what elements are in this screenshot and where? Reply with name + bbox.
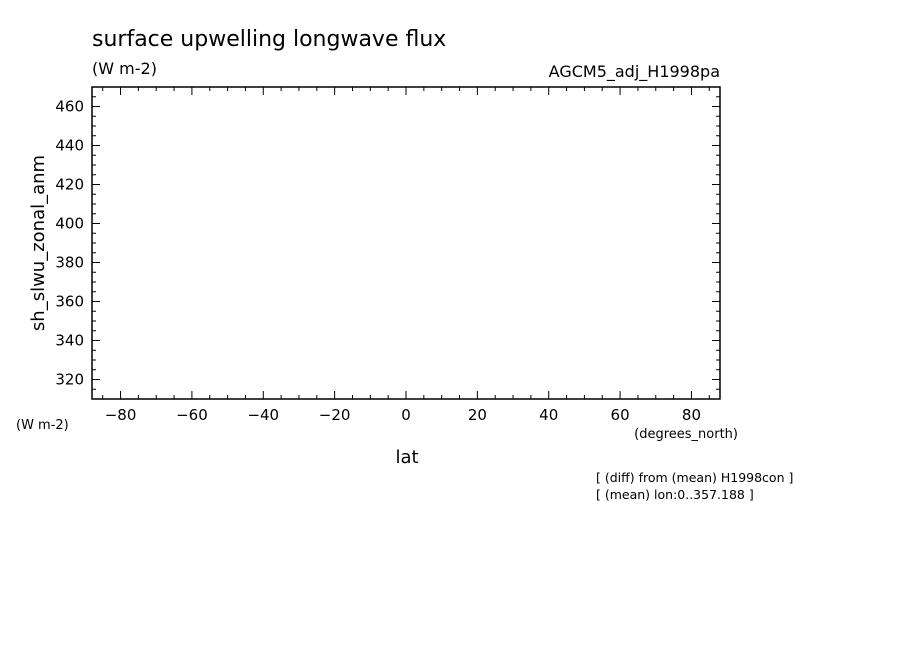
x-tick-label: −80 xyxy=(105,406,137,424)
y-tick-label: 440 xyxy=(55,137,84,155)
y-axis-units: (W m-2) xyxy=(16,418,69,433)
note-diff: [ (diff) from (mean) H1998con ] xyxy=(596,470,793,485)
x-tick-label: −60 xyxy=(176,406,208,424)
x-tick-label: 60 xyxy=(611,406,630,424)
plot-frame xyxy=(91,86,721,400)
y-tick-label: 380 xyxy=(55,254,84,272)
chart-title: surface upwelling longwave flux xyxy=(92,27,446,52)
x-tick-label: 20 xyxy=(468,406,487,424)
chart-subtitle: (W m-2) xyxy=(92,59,157,78)
x-tick-label: 40 xyxy=(539,406,558,424)
y-tick-label: 420 xyxy=(55,176,84,194)
y-axis-tick-labels: 320 340 360 380 400 420 440 460 xyxy=(55,98,84,389)
y-tick-label: 360 xyxy=(55,293,84,311)
y-tick-label: 460 xyxy=(55,98,84,116)
x-tick-label: −40 xyxy=(247,406,279,424)
dataset-label: AGCM5_adj_H1998pa xyxy=(549,62,720,82)
x-tick-label: 0 xyxy=(401,406,411,424)
note-mean: [ (mean) lon:0..357.188 ] xyxy=(596,487,754,502)
x-axis-units: (degrees_north) xyxy=(634,427,738,442)
x-tick-label: −20 xyxy=(319,406,351,424)
x-axis-ticks xyxy=(102,87,710,399)
y-axis-label: sh_slwu_zonal_anm xyxy=(28,155,49,331)
x-axis-label: lat xyxy=(395,447,418,468)
x-tick-label: 80 xyxy=(682,406,701,424)
y-tick-label: 320 xyxy=(55,371,84,389)
y-tick-label: 400 xyxy=(55,215,84,233)
x-axis-tick-labels: −80 −60 −40 −20 0 20 40 60 80 xyxy=(105,406,701,424)
y-tick-label: 340 xyxy=(55,332,84,350)
y-axis-ticks xyxy=(92,96,720,390)
